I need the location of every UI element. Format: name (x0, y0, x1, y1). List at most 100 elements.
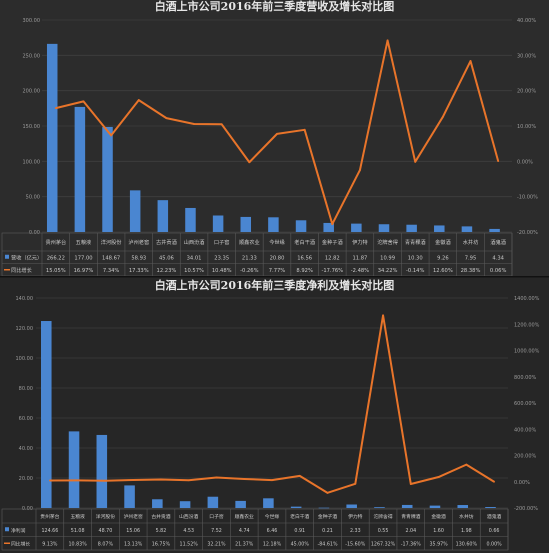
x-axis-category-label: 今世缘 (269, 238, 285, 246)
x-axis-category-label: 五粮液 (70, 513, 85, 520)
bar-data-label: 0.55 (378, 528, 389, 534)
line-data-label: 7.34% (103, 268, 120, 274)
right-axis-tick-label: 200.00% (514, 454, 536, 460)
x-axis-category-label: 青青稞酒 (401, 513, 420, 520)
bar-data-label: 148.67 (102, 255, 120, 261)
bar (346, 504, 357, 508)
line-data-label: 17.33% (129, 268, 149, 274)
bar (263, 498, 274, 508)
right-axis-tick-label: 600.00% (514, 401, 536, 407)
line-data-label: 10.48% (212, 268, 232, 274)
line-data-label: 10.57% (184, 268, 204, 274)
right-axis-tick-label: 800.00% (514, 375, 536, 381)
bar (152, 499, 163, 508)
x-axis-category-label: 金徽酒 (431, 513, 446, 520)
bar (240, 216, 252, 232)
bar (179, 501, 191, 508)
bar (401, 504, 413, 508)
x-axis-category-label: 古井贡酒 (151, 513, 170, 520)
bar (318, 507, 330, 509)
x-axis-category-label: 酒鬼酒 (490, 238, 506, 246)
bar (489, 228, 500, 232)
line-point (409, 483, 412, 485)
x-axis-category-label: 酒鬼酒 (487, 513, 502, 520)
bar-data-label: 7.52 (211, 528, 222, 534)
bar (185, 207, 196, 232)
line-data-label: -17.76% (321, 268, 343, 274)
line-data-label: 32.21% (207, 541, 226, 547)
bar (374, 507, 385, 508)
bar-data-label: 0.91 (294, 528, 305, 534)
bar-data-label: 11.87 (353, 255, 368, 261)
left-axis-tick-label: 120.00 (16, 326, 34, 332)
line-data-label: 12.23% (157, 268, 177, 274)
left-axis-tick-label: 40.00 (19, 446, 33, 452)
bar (268, 217, 279, 232)
right-axis-tick-label: 10.00% (517, 124, 536, 130)
bar (235, 500, 246, 508)
legend-swatch-bar (5, 527, 9, 532)
x-axis-category-label: 五粮液 (76, 238, 92, 246)
bar-data-label: 1.98 (461, 528, 472, 534)
line-data-label: -84.61% (318, 541, 338, 547)
bar (290, 506, 302, 508)
line-point (160, 478, 162, 481)
right-axis-tick-label: 30.00% (517, 53, 536, 59)
bar-data-label: 48.70 (99, 528, 113, 534)
line-data-label: 10.83% (68, 541, 87, 547)
x-axis-category-label: 沱牌舍得 (377, 238, 398, 246)
x-axis-category-label: 贵州茅台 (40, 513, 59, 520)
bar (129, 190, 141, 232)
left-axis-tick-label: 20.00 (19, 476, 33, 482)
bar-data-label: 7.95 (465, 255, 477, 261)
x-axis-category-label: 顺鑫农业 (239, 238, 260, 246)
x-axis-category-label: 青青稞酒 (405, 238, 426, 246)
line-data-label: 1267.32% (371, 541, 396, 547)
line-data-label: 28.38% (461, 268, 481, 274)
bar (461, 226, 473, 232)
line-data-label: 34.22% (378, 268, 398, 274)
bar-data-label: 5.82 (156, 528, 167, 534)
left-axis-tick-label: 100.00 (23, 159, 41, 165)
bar-data-label: 45.06 (159, 255, 174, 261)
left-axis-tick-label: 140.00 (16, 296, 34, 302)
bar-data-label: 23.35 (214, 255, 229, 261)
x-axis-category-label: 伊力特 (348, 513, 363, 520)
line-point (187, 479, 190, 482)
x-axis-category-label: 泸州老窖 (124, 513, 143, 520)
chart-background (0, 277, 549, 553)
line-point (48, 479, 51, 482)
bar (96, 434, 108, 508)
line-data-label: 7.77% (269, 268, 286, 274)
line-point (54, 107, 57, 110)
x-axis-category-label: 洋河股份 (101, 238, 123, 246)
legend-label-bar: 净利润 (11, 527, 26, 534)
bar (102, 126, 113, 232)
line-point (215, 476, 218, 479)
bar-data-label: 34.01 (187, 255, 202, 261)
bar-data-label: 9.26 (437, 255, 449, 261)
line-data-label: 11.52% (180, 541, 199, 547)
bar-data-label: 4.74 (239, 528, 250, 534)
bar-data-label: 4.53 (183, 528, 194, 534)
bar (74, 106, 86, 232)
line-point (82, 100, 85, 103)
bar (207, 496, 219, 508)
bar-data-label: 12.82 (325, 255, 340, 261)
legend-swatch-bar (5, 254, 9, 259)
bar-data-label: 2.04 (405, 528, 416, 534)
line-point (271, 479, 273, 482)
line-data-label: 45.00% (291, 541, 310, 547)
x-axis-category-label: 金种子酒 (318, 513, 337, 520)
left-axis-tick-label: 150.00 (23, 124, 41, 130)
line-data-label: 8.07% (98, 541, 114, 547)
right-axis-tick-label: 40.00% (517, 18, 536, 24)
line-point (137, 99, 140, 102)
line-data-label: 0.06% (490, 268, 507, 274)
bar-data-label: 15.06 (126, 528, 140, 534)
bar (68, 431, 80, 508)
line-data-label: 12.60% (433, 268, 453, 274)
line-data-label: 16.75% (152, 541, 171, 547)
line-data-label: -15.60% (345, 541, 365, 547)
